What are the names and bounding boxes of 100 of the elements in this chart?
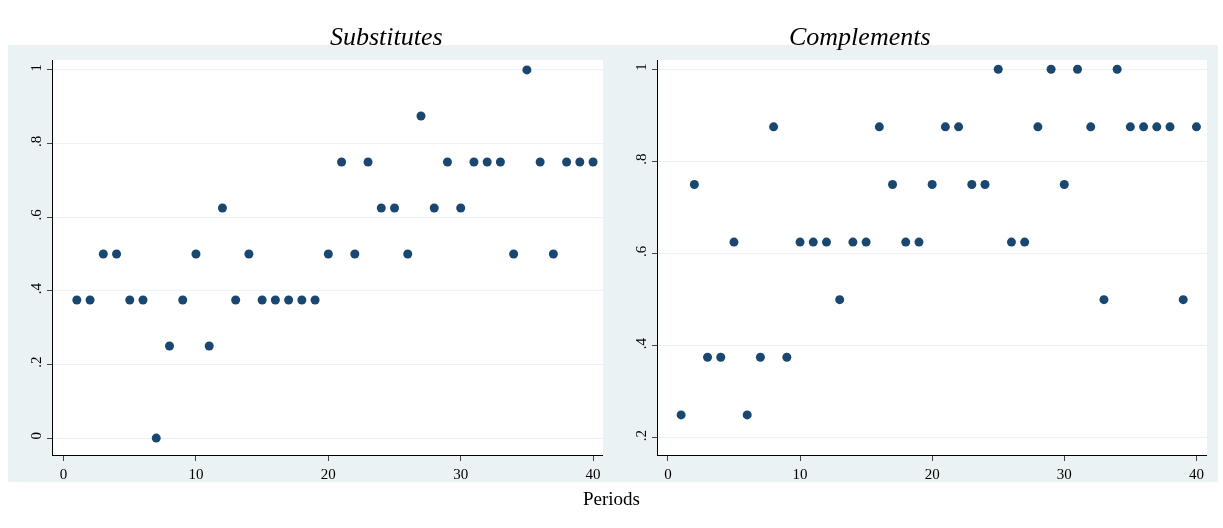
point (1059, 179, 1069, 189)
point (191, 249, 201, 259)
point (1046, 64, 1056, 74)
point (72, 295, 82, 305)
y-tick-label: .6 (633, 245, 649, 257)
point (1152, 122, 1162, 132)
x-tick-label: 10 (188, 466, 204, 482)
y-tick-label: 0 (28, 432, 44, 440)
y-tick-label: .8 (633, 153, 649, 165)
point (1139, 122, 1149, 132)
point (217, 203, 227, 213)
point (164, 341, 174, 351)
chart-title: Complements (789, 22, 931, 51)
point (310, 295, 320, 305)
point (742, 410, 752, 420)
point (85, 295, 95, 305)
point (703, 352, 713, 362)
x-tick-label: 30 (1056, 466, 1072, 482)
point (257, 295, 267, 305)
x-tick-label: 30 (453, 466, 469, 482)
y-tick-label: .2 (28, 356, 44, 368)
point (548, 249, 558, 259)
point (821, 237, 831, 247)
point (861, 237, 871, 247)
point (914, 237, 924, 247)
x-tick-label: 40 (1188, 466, 1204, 482)
point (1125, 122, 1135, 132)
point (769, 122, 779, 132)
point (376, 203, 386, 213)
point (901, 237, 911, 247)
point (509, 249, 519, 259)
point (112, 249, 122, 259)
point (323, 249, 333, 259)
x-tick-label: 0 (664, 466, 672, 482)
point (151, 433, 161, 443)
point (993, 64, 1003, 74)
point (575, 157, 585, 167)
x-tick-label: 40 (585, 466, 601, 482)
point (270, 295, 280, 305)
point (456, 203, 466, 213)
point (1099, 295, 1109, 305)
point (1165, 122, 1175, 132)
point (284, 295, 294, 305)
point (442, 157, 452, 167)
point (808, 237, 818, 247)
point (1020, 237, 1030, 247)
point (927, 179, 937, 189)
point (337, 157, 347, 167)
point (1112, 64, 1122, 74)
point (980, 179, 990, 189)
point (390, 203, 400, 213)
point (403, 249, 413, 259)
point (138, 295, 148, 305)
point (231, 295, 241, 305)
point (429, 203, 439, 213)
point (874, 122, 884, 132)
y-tick-label: .6 (28, 208, 44, 221)
point (676, 410, 686, 420)
x-tick-label: 10 (792, 466, 808, 482)
point (1086, 122, 1096, 132)
point (1033, 122, 1043, 132)
point (588, 157, 598, 167)
point (782, 352, 792, 362)
point (535, 157, 545, 167)
point (888, 179, 898, 189)
point (244, 249, 254, 259)
x-tick-label: 20 (924, 466, 940, 482)
point (1073, 64, 1083, 74)
point (469, 157, 479, 167)
point (716, 352, 726, 362)
point (204, 341, 214, 351)
point (954, 122, 964, 132)
y-tick-label: 1 (28, 63, 44, 72)
point (1006, 237, 1016, 247)
y-tick-label: .2 (633, 430, 649, 442)
point (1191, 122, 1201, 132)
point (495, 157, 505, 167)
point (755, 352, 765, 362)
point (848, 237, 858, 247)
x-tick-label: 0 (59, 466, 68, 482)
point (967, 179, 977, 189)
chart-title: Substitutes (330, 22, 443, 51)
point (835, 295, 845, 305)
point (416, 111, 426, 121)
point (795, 237, 805, 247)
point (482, 157, 492, 167)
point (689, 179, 699, 189)
point (1178, 295, 1188, 305)
y-tick-label: .4 (28, 282, 44, 295)
point (522, 65, 532, 75)
point (363, 157, 373, 167)
point (178, 295, 188, 305)
x-axis-title: Periods (583, 488, 640, 509)
point (729, 237, 739, 247)
point (940, 122, 950, 132)
y-tick-label: 1 (633, 63, 649, 71)
y-tick-label: .8 (28, 135, 44, 147)
y-tick-label: .4 (633, 337, 649, 350)
point (98, 249, 108, 259)
x-tick-label: 20 (320, 466, 336, 482)
